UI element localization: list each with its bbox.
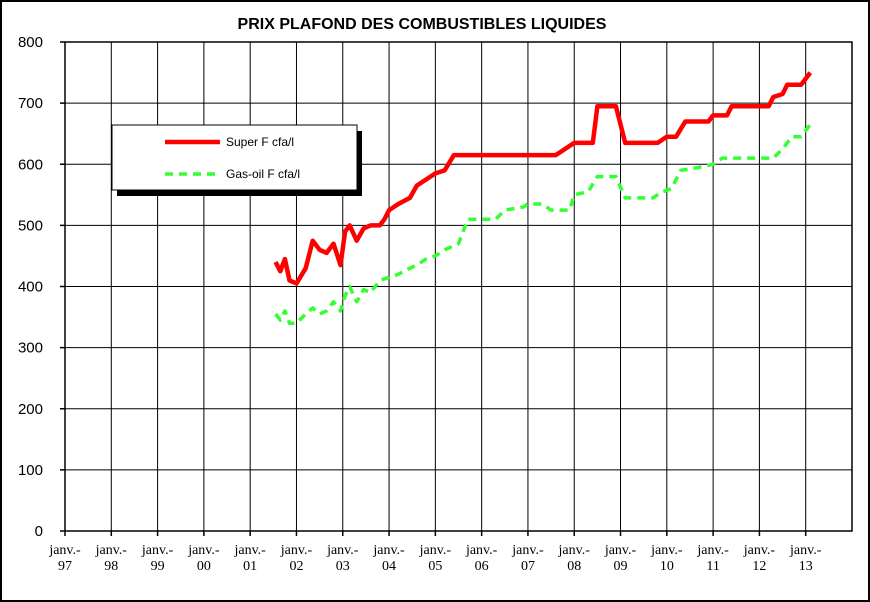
chart-title: PRIX PLAFOND DES COMBUSTIBLES LIQUIDES [238,16,607,33]
data-line [273,71,813,286]
x-tick-label: janv.- 12 [743,543,776,574]
x-tick-label: janv.- 13 [790,543,822,574]
x-tick-label: janv.- 10 [651,543,683,574]
x-tick-label: janv.- 09 [604,543,637,574]
y-tick-label: 300 [18,340,43,357]
x-tick-label: janv.- 05 [419,543,452,574]
x-tick-label: janv.- 97 [49,543,81,574]
y-tick-label: 600 [18,156,43,173]
y-tick-label: 200 [18,401,43,418]
x-tick-label: janv.- 04 [373,543,405,574]
x-tick-label: janv.- 01 [234,543,266,574]
y-tick-label: 800 [18,34,43,51]
x-tick-label: janv.- 11 [697,543,729,574]
x-tick-label: janv.- 00 [188,543,220,574]
y-tick-label: 500 [18,217,43,234]
y-tick-label: 700 [18,95,43,112]
legend [111,124,358,191]
x-tick-label: janv.- 03 [327,543,359,574]
x-tick-label: janv.- 07 [512,543,544,574]
x-tick-label: janv.- 06 [465,543,498,574]
x-tick-label: janv.- 98 [95,543,127,574]
x-tick-label: janv.- 99 [141,543,174,574]
y-tick-label: 0 [35,523,43,540]
x-tick-label: janv.- 02 [280,543,313,574]
data-line [274,123,812,325]
y-tick-label: 400 [18,279,43,296]
legend-label: Super F cfa/l [226,135,294,149]
y-tick-label: 100 [18,462,43,479]
x-tick-label: janv.- 08 [558,543,590,574]
legend-label: Gas-oil F cfa/l [226,167,300,181]
